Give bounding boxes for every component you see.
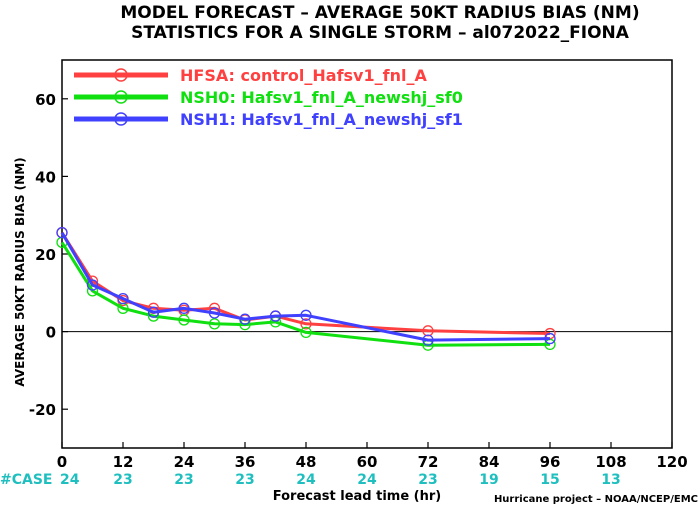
- series-line-1: [60, 241, 551, 347]
- case-count: 23: [235, 472, 254, 488]
- legend-entry-1: NSH0: Hafsv1_fnl_A_newshj_sf0: [180, 88, 463, 107]
- data-point: [269, 310, 282, 322]
- case-count: 24: [357, 472, 377, 488]
- data-point: [300, 326, 312, 339]
- case-count: 23: [418, 472, 437, 488]
- data-point: [178, 302, 190, 314]
- data-point: [300, 318, 312, 330]
- data-point: [300, 309, 312, 321]
- data-point: [239, 313, 251, 325]
- case-count: 24: [60, 472, 80, 488]
- data-point: [544, 327, 556, 340]
- data-point: [86, 279, 99, 291]
- y-tick-label: -20: [29, 401, 56, 419]
- x-tick-label: 24: [174, 453, 195, 471]
- x-axis-label: Forecast lead time (hr): [273, 489, 441, 504]
- legend-marker-1: [114, 90, 128, 104]
- data-point: [208, 307, 221, 319]
- data-point: [56, 227, 68, 239]
- data-point: [147, 306, 160, 318]
- data-point: [422, 325, 434, 337]
- case-count: 23: [174, 472, 193, 488]
- x-tick-label: 108: [595, 453, 626, 471]
- x-tick-label: 84: [479, 453, 500, 471]
- x-tick-label: 72: [418, 453, 439, 471]
- y-tick-label: 40: [35, 168, 56, 186]
- x-tick-label: 96: [540, 453, 561, 471]
- x-tick-label: 60: [357, 453, 378, 471]
- series-line-2: [60, 231, 551, 342]
- legend: HFSA: control_Hafsv1_fnl_A NSH0: Hafsv1_f…: [74, 66, 463, 129]
- data-point: [117, 292, 129, 305]
- x-tick-label: 36: [235, 453, 256, 471]
- y-tick-label: 20: [35, 246, 56, 264]
- y-axis-label: AVERAGE 50KT RADIUS BIAS (NM): [13, 157, 27, 386]
- y-tick-label: 60: [35, 91, 56, 109]
- legend-entry-0: HFSA: control_Hafsv1_fnl_A: [180, 66, 427, 85]
- legend-marker-0: [114, 68, 128, 82]
- case-count: 24: [296, 472, 316, 488]
- case-count: 23: [113, 472, 132, 488]
- data-point: [544, 332, 556, 345]
- axis-ticks: 0 12 24 36 48 60 72 84 96 108 120 -20 0 20 40 60: [29, 91, 688, 471]
- case-count: 19: [479, 472, 498, 488]
- legend-entry-2: NSH1: Hafsv1_fnl_A_newshj_sf1: [180, 110, 463, 129]
- x-tick-label: 0: [57, 453, 67, 471]
- y-tick-label: 0: [46, 324, 56, 342]
- x-tick-label: 120: [656, 453, 687, 471]
- x-tick-label: 48: [296, 453, 317, 471]
- data-point: [178, 314, 190, 326]
- case-count: 13: [601, 472, 620, 488]
- case-count: 15: [540, 472, 559, 488]
- chart-subtitle: STATISTICS FOR A SINGLE STORM – al072022…: [131, 23, 630, 43]
- data-point: [422, 334, 434, 346]
- series-lines: [56, 227, 556, 351]
- x-tick-label: 12: [113, 453, 134, 471]
- credit-text: Hurricane project – NOAA/NCEP/EMC: [494, 494, 698, 505]
- chart-title: MODEL FORECAST – AVERAGE 50KT RADIUS BIA…: [120, 3, 639, 23]
- case-counts: #CASE 24 23 23 23 24 24 23 19 15 13: [0, 472, 621, 488]
- legend-marker-2: [114, 112, 128, 126]
- case-label: #CASE: [0, 472, 53, 488]
- data-point: [208, 318, 221, 330]
